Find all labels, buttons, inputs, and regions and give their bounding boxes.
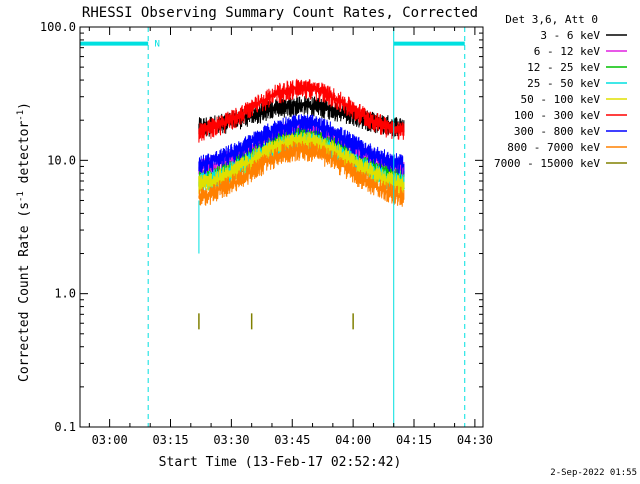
timestamp: 2-Sep-2022 01:55 xyxy=(550,468,637,478)
x-tick-label: 04:00 xyxy=(335,433,371,447)
y-tick-label: 1.0 xyxy=(54,287,76,301)
flag-label: N xyxy=(154,40,159,50)
y-axis-label-sup1: -1 xyxy=(16,191,26,202)
y-axis-label-sup2: -1 xyxy=(16,110,26,121)
y-tick-label: 100.0 xyxy=(40,20,76,34)
legend-label: 100 - 300 keV xyxy=(514,109,600,122)
x-axis-label: Start Time (13-Feb-17 02:52:42) xyxy=(159,455,402,470)
y-tick-label: 10.0 xyxy=(47,153,76,167)
legend-label: 3 - 6 keV xyxy=(540,29,600,42)
x-tick-label: 03:00 xyxy=(92,433,128,447)
legend-label: 12 - 25 keV xyxy=(527,61,600,74)
series-line-50-100 xyxy=(198,132,405,196)
series-line-100-300 xyxy=(198,78,405,143)
legend-label: 300 - 800 keV xyxy=(514,125,600,138)
x-tick-label: 03:45 xyxy=(274,433,310,447)
legend: Det 3,6, Att 0 3 - 6 keV 6 - 12 keV 12 - 2… xyxy=(494,13,627,170)
chart-title: RHESSI Observing Summary Count Rates, Co… xyxy=(82,5,478,21)
legend-label: 7000 - 15000 keV xyxy=(494,157,600,170)
legend-label: 6 - 12 keV xyxy=(534,45,601,58)
x-tick-label: 03:30 xyxy=(213,433,249,447)
y-axis-label-mid: detector xyxy=(17,121,32,192)
y-axis-label-end: ) xyxy=(17,102,32,110)
plot-area: N xyxy=(79,27,466,427)
legend-header: Det 3,6, Att 0 xyxy=(505,13,598,26)
y-axis-label-main: Corrected Count Rate (s xyxy=(17,202,32,382)
x-tick-label: 04:15 xyxy=(396,433,432,447)
x-tick-label: 03:15 xyxy=(152,433,188,447)
plot-frame xyxy=(79,26,484,428)
y-tick-label: 0.1 xyxy=(54,420,76,434)
series-line-800-7000 xyxy=(198,141,405,207)
series-line-300-800 xyxy=(198,114,405,175)
legend-label: 50 - 100 keV xyxy=(521,93,601,106)
legend-label: 25 - 50 keV xyxy=(527,77,600,90)
axes: 0.1 1.0 10.0 100.0 03:00 03:15 03:30 03:45 04:00… xyxy=(40,20,493,447)
x-tick-label: 04:30 xyxy=(457,433,493,447)
legend-label: 800 - 7000 keV xyxy=(507,141,600,154)
y-axis-label: Corrected Count Rate (s-1 detector-1) xyxy=(16,102,32,382)
